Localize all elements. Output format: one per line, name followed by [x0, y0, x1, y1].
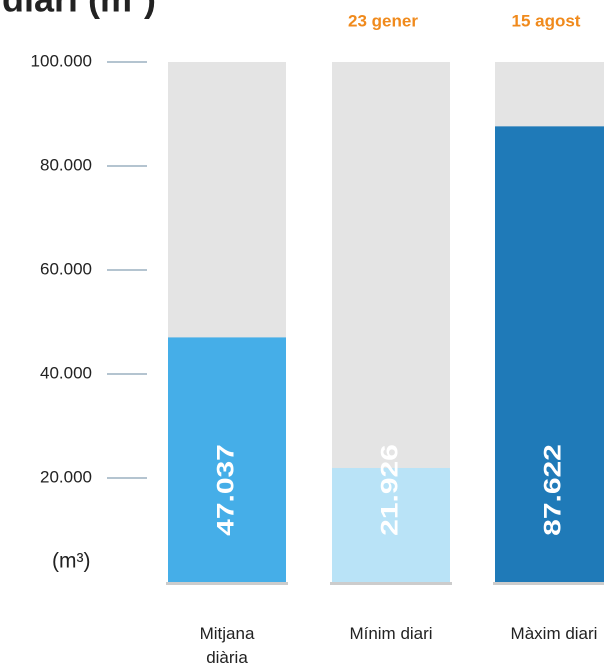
- annotation: 23 gener: [348, 11, 418, 30]
- x-tick-label: Mitjana diària: [199, 624, 255, 667]
- y-tick-label: 40.000: [40, 363, 92, 382]
- x-tick-label: Mínim diari: [349, 624, 433, 643]
- x-tick-label: Màxim diari: [510, 624, 598, 643]
- y-tick-label: 100.000: [31, 51, 92, 70]
- value-label: 47.037: [211, 444, 238, 536]
- y-tick-label: 20.000: [40, 467, 92, 486]
- y-tick-label: 80.000: [40, 155, 92, 174]
- value-label: 87.622: [538, 444, 565, 536]
- unit-label: (m³): [52, 550, 90, 573]
- bar: [332, 467, 450, 582]
- bar-shadow: [493, 582, 604, 585]
- value-label: 21.926: [375, 444, 402, 536]
- bar: [168, 337, 286, 582]
- y-tick-label: 60.000: [40, 259, 92, 278]
- bar-shadow: [330, 582, 452, 585]
- bar-shadow: [166, 582, 288, 585]
- bar: [495, 126, 604, 582]
- annotation: 15 agost: [512, 11, 581, 30]
- chart-title: diari (m³): [2, 0, 156, 20]
